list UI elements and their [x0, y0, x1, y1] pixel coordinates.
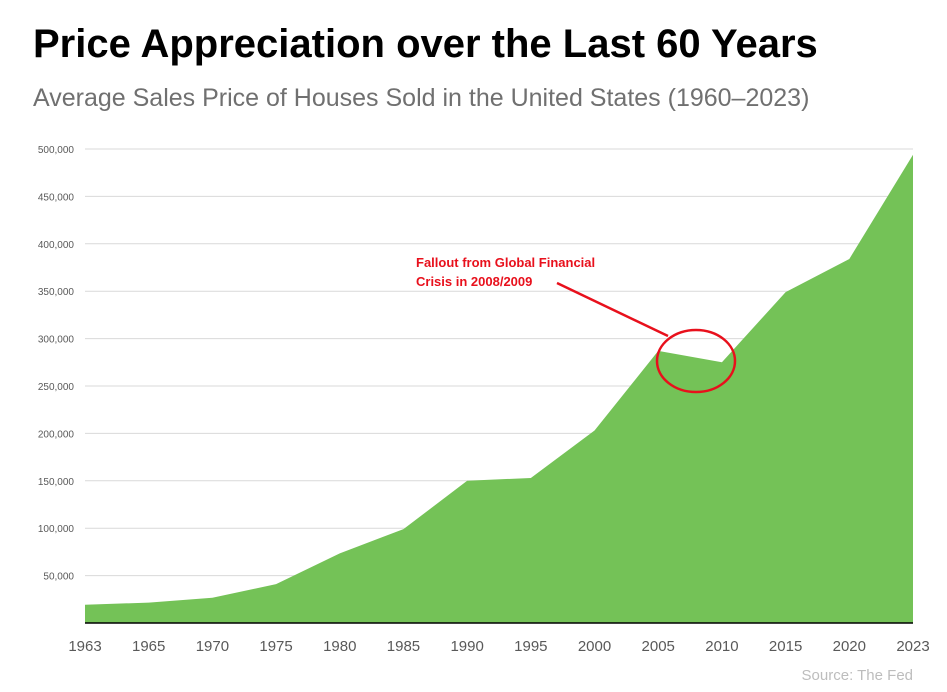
- y-tick-label: 150,000: [38, 477, 75, 488]
- x-tick-label: 1970: [196, 638, 229, 655]
- x-tick-label: 1980: [323, 638, 356, 655]
- y-tick-label: 400,000: [38, 240, 75, 251]
- y-tick-label: 450,000: [38, 192, 75, 203]
- annotation-line-1: Fallout from Global Financial: [416, 255, 596, 270]
- x-tick-label: 2010: [705, 638, 738, 655]
- annotation-arrow: [556, 281, 669, 338]
- y-tick-label: 200,000: [38, 429, 75, 440]
- x-tick-label: 1995: [514, 638, 547, 655]
- y-tick-label: 300,000: [38, 335, 75, 346]
- y-tick-label: 100,000: [38, 524, 75, 535]
- annotation-text: Fallout from Global Financial Crisis in …: [416, 253, 595, 291]
- x-tick-label: 1990: [450, 638, 483, 655]
- x-tick-label: 2015: [769, 638, 802, 655]
- x-tick-label: 2023: [896, 638, 929, 655]
- x-tick-label: 1975: [259, 638, 292, 655]
- x-tick-label: 1965: [132, 638, 165, 655]
- x-tick-label: 2020: [833, 638, 866, 655]
- y-tick-label: 350,000: [38, 287, 75, 298]
- chart-subtitle: Average Sales Price of Houses Sold in th…: [33, 84, 810, 112]
- annotation-line-2: Crisis in 2008/2009: [416, 274, 533, 289]
- y-tick-label: 500,000: [38, 145, 75, 156]
- x-tick-label: 1985: [387, 638, 420, 655]
- annotation-circle: [655, 328, 737, 394]
- chart-title: Price Appreciation over the Last 60 Year…: [33, 22, 818, 66]
- area-series: [85, 154, 913, 624]
- source-note: Source: The Fed: [801, 667, 913, 684]
- x-tick-label: 1963: [68, 638, 101, 655]
- x-tick-label: 2005: [642, 638, 675, 655]
- y-tick-label: 250,000: [38, 382, 75, 393]
- y-tick-label: 50,000: [43, 572, 74, 583]
- x-tick-label: 2000: [578, 638, 611, 655]
